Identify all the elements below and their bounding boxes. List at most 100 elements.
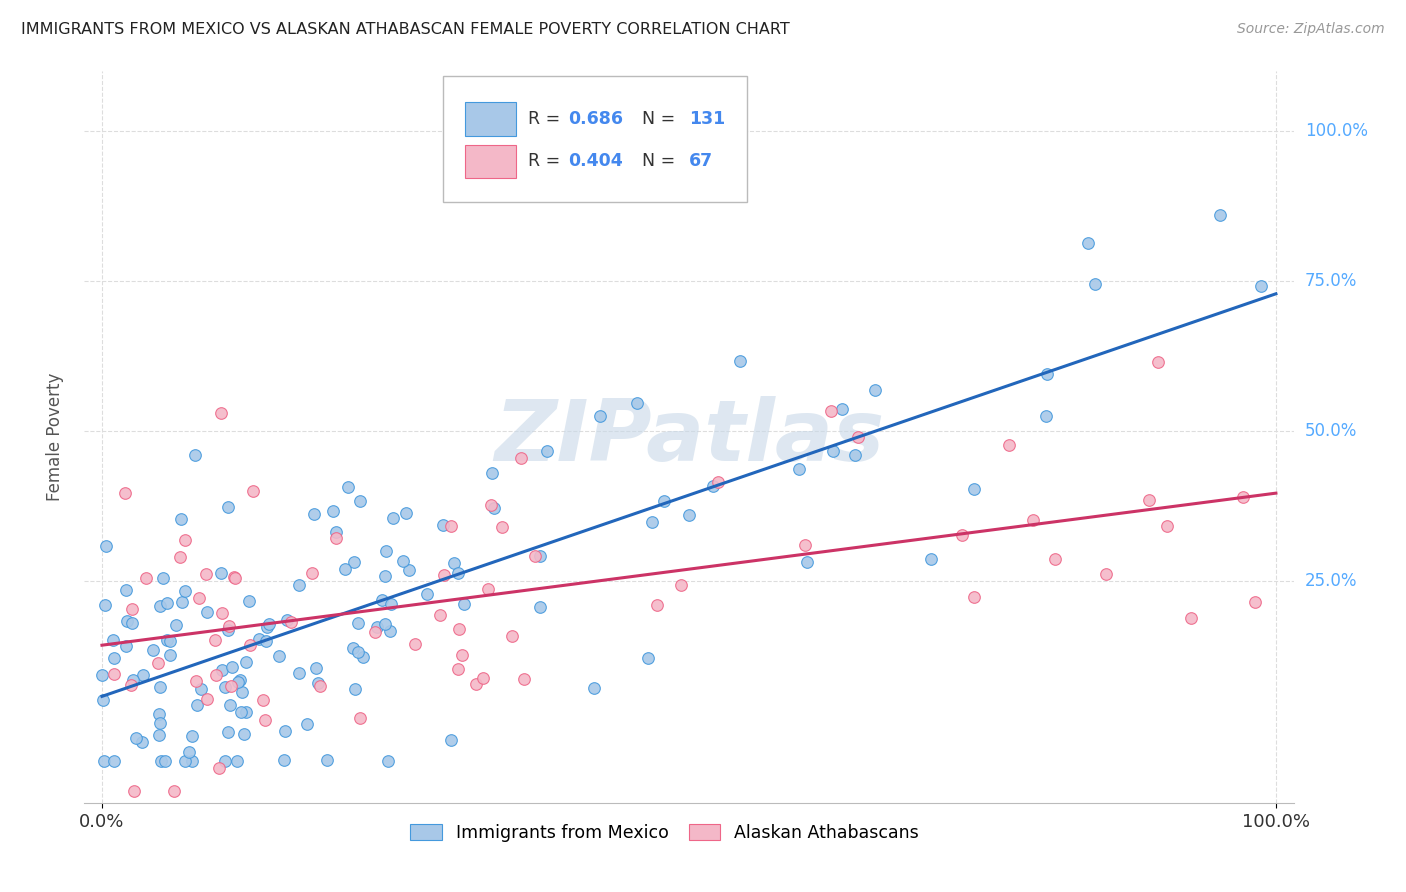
Point (509, 451, 531, 466)
Point (254, 634, 277, 648)
Point (103, 667, 125, 681)
Point (209, 406, 232, 420)
Point (1035, 409, 1057, 423)
Point (301, 566, 323, 580)
Text: N =: N = (631, 110, 681, 128)
Text: 75.0%: 75.0% (1305, 272, 1357, 290)
Point (793, 538, 815, 552)
Point (186, 698, 208, 712)
Point (626, 396, 648, 410)
Point (181, 729, 204, 743)
Point (443, 556, 465, 570)
Point (465, 677, 488, 691)
Point (219, 698, 242, 712)
Point (416, 587, 439, 601)
Point (446, 566, 468, 580)
Point (252, 693, 274, 707)
Point (706, 475, 728, 489)
Point (950, 528, 973, 542)
Text: 0.686: 0.686 (568, 110, 623, 128)
Point (115, 614, 138, 628)
Point (174, 584, 197, 599)
Point (273, 753, 295, 767)
Point (1022, 513, 1045, 527)
Point (374, 569, 396, 583)
Point (235, 705, 257, 719)
Point (228, 673, 250, 687)
Text: Source: ZipAtlas.com: Source: ZipAtlas.com (1237, 22, 1385, 37)
Point (184, 674, 207, 689)
Point (218, 619, 240, 633)
Point (121, 602, 143, 616)
Point (217, 500, 239, 514)
Point (135, 571, 157, 585)
Point (1137, 493, 1160, 508)
Point (93, 754, 115, 768)
Point (221, 660, 243, 674)
Point (242, 483, 264, 498)
Point (309, 679, 332, 693)
Point (429, 608, 451, 623)
Point (288, 578, 311, 592)
Point (103, 632, 125, 647)
Point (523, 549, 546, 563)
Point (209, 566, 232, 580)
Point (343, 555, 366, 569)
Point (962, 590, 984, 604)
Point (149, 715, 172, 730)
Point (645, 599, 668, 613)
Point (115, 583, 138, 598)
Point (233, 727, 256, 741)
Point (184, 448, 207, 462)
Point (169, 549, 191, 564)
Point (124, 784, 146, 798)
Point (257, 617, 280, 632)
Point (513, 672, 536, 686)
Text: ZIPatlas: ZIPatlas (494, 395, 884, 479)
Point (170, 512, 193, 526)
Point (131, 668, 153, 682)
Point (1156, 518, 1178, 533)
Point (446, 662, 468, 676)
Point (728, 353, 751, 368)
Point (844, 448, 866, 462)
Point (336, 480, 359, 494)
Point (364, 625, 387, 640)
Point (346, 615, 368, 630)
Point (103, 651, 125, 665)
Point (1243, 595, 1265, 609)
Point (163, 784, 186, 798)
Point (702, 479, 724, 493)
Point (276, 613, 298, 627)
Point (152, 571, 174, 585)
Legend: Immigrants from Mexico, Alaskan Athabascans: Immigrants from Mexico, Alaskan Athabasc… (404, 817, 927, 849)
Point (433, 567, 456, 582)
Point (831, 401, 853, 416)
Point (583, 681, 606, 695)
Point (231, 684, 253, 698)
Point (1077, 235, 1099, 250)
Point (1209, 208, 1232, 222)
Point (115, 639, 138, 653)
Text: 131: 131 (689, 110, 725, 128)
Point (322, 504, 344, 518)
Point (103, 754, 125, 768)
Point (181, 754, 204, 768)
Point (501, 630, 523, 644)
Point (142, 643, 165, 657)
Point (247, 632, 270, 646)
FancyBboxPatch shape (465, 102, 516, 136)
Point (920, 552, 942, 566)
Point (121, 678, 143, 692)
Point (352, 650, 374, 665)
Point (589, 409, 612, 424)
Point (148, 728, 170, 742)
Point (295, 716, 318, 731)
Point (224, 571, 246, 585)
Point (366, 620, 388, 634)
Point (343, 681, 366, 696)
Point (211, 606, 233, 620)
Point (963, 483, 986, 497)
Point (155, 632, 177, 647)
Point (432, 518, 454, 533)
